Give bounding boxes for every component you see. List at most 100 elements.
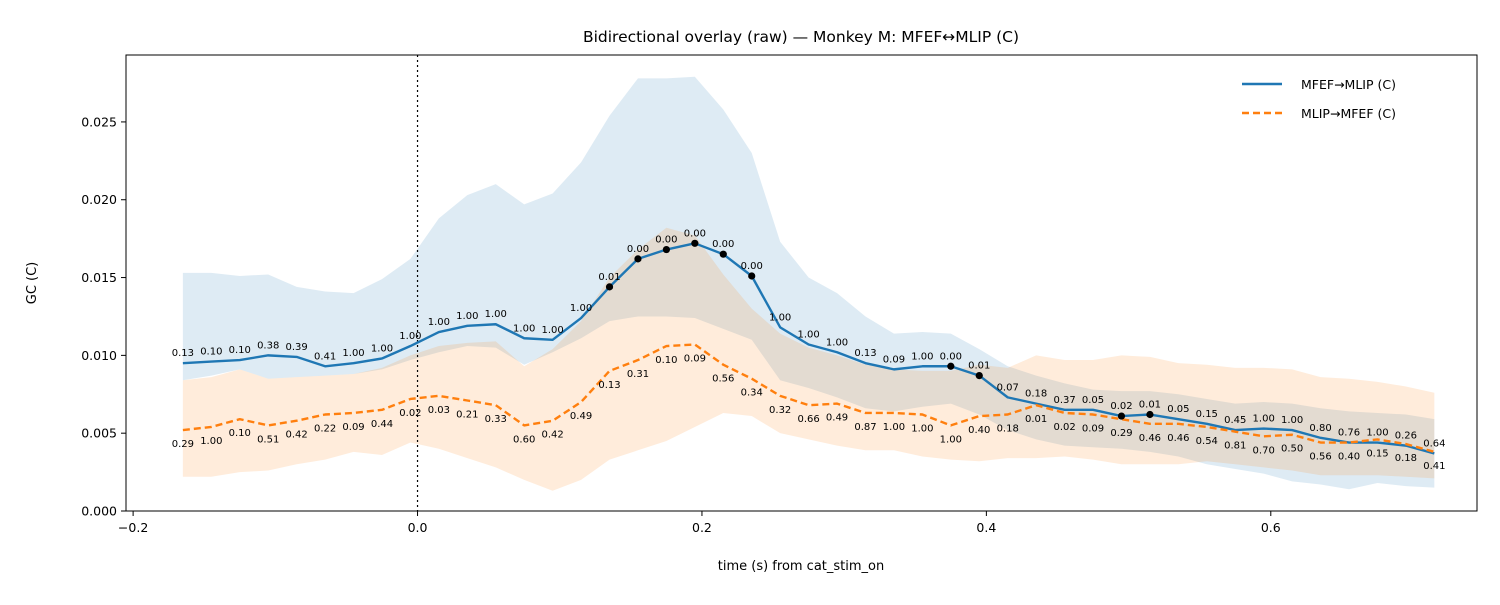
p-value-label: 0.01 bbox=[1025, 414, 1047, 425]
p-value-label: 0.41 bbox=[1423, 461, 1445, 472]
band-series-1 bbox=[182, 76, 1435, 490]
y-tick-label: 0.010 bbox=[81, 348, 117, 363]
p-value-label: 0.31 bbox=[627, 369, 649, 380]
p-value-label: 0.10 bbox=[200, 347, 222, 358]
p-value-label: 0.76 bbox=[1338, 428, 1360, 439]
p-value-label: 0.18 bbox=[1395, 453, 1417, 464]
p-value-label: 0.22 bbox=[314, 424, 336, 435]
x-axis-label: time (s) from cat_stim_on bbox=[718, 559, 885, 574]
plot-frame bbox=[125, 54, 1478, 512]
p-value-label: 1.00 bbox=[797, 329, 819, 340]
p-value-label: 0.09 bbox=[883, 354, 905, 365]
x-tick-label: 0.2 bbox=[692, 520, 712, 535]
p-value-label: 0.37 bbox=[1053, 395, 1075, 406]
x-tick-label: 0.6 bbox=[1261, 520, 1281, 535]
p-value-label: 1.00 bbox=[541, 325, 563, 336]
confidence-bands bbox=[182, 76, 1435, 491]
p-value-label: 1.00 bbox=[399, 331, 421, 342]
legend-label-series-2: MLIP→MFEF (C) bbox=[1301, 106, 1396, 121]
p-value-label: 0.70 bbox=[1253, 445, 1275, 456]
p-value-label: 1.00 bbox=[428, 317, 450, 328]
p-value-label: 0.39 bbox=[286, 342, 308, 353]
p-value-label: 0.00 bbox=[684, 228, 706, 239]
p-value-label: 0.49 bbox=[570, 411, 592, 422]
p-value-label: 0.13 bbox=[172, 348, 194, 359]
p-value-label: 0.41 bbox=[314, 351, 336, 362]
y-axis-ticks: 0.000 0.005 0.010 0.015 0.020 0.025 bbox=[81, 114, 126, 519]
p-value-label: 0.13 bbox=[854, 348, 876, 359]
p-value-labels: 0.13 0.10 0.10 0.38 0.39 0.41 1.00 1.00 1.00 1.00… bbox=[172, 228, 1446, 472]
p-value-label: 0.00 bbox=[940, 351, 962, 362]
x-tick-label: −0.2 bbox=[118, 520, 148, 535]
p-value-label: 0.02 bbox=[1053, 422, 1075, 433]
p-value-label: 0.60 bbox=[513, 434, 535, 445]
p-value-label: 0.56 bbox=[712, 374, 734, 385]
x-axis-ticks: −0.2 0.0 0.2 0.4 0.6 bbox=[118, 511, 1281, 535]
p-value-label: 1.00 bbox=[570, 303, 592, 314]
y-tick-label: 0.015 bbox=[81, 270, 117, 285]
sig-marker bbox=[719, 250, 727, 258]
p-value-label: 1.00 bbox=[456, 311, 478, 322]
sig-marker bbox=[1146, 410, 1154, 419]
p-value-label: 1.00 bbox=[1253, 414, 1275, 425]
p-value-label: 0.02 bbox=[399, 408, 421, 419]
significance-markers bbox=[605, 239, 1154, 420]
p-value-label: 0.09 bbox=[1082, 424, 1104, 435]
p-value-label: 1.00 bbox=[1281, 415, 1303, 426]
p-value-label: 0.40 bbox=[968, 425, 990, 436]
p-value-label: 0.46 bbox=[1139, 433, 1161, 444]
chart-title: Bidirectional overlay (raw) — Monkey M: … bbox=[583, 28, 1019, 46]
p-value-label: 1.00 bbox=[513, 323, 535, 334]
p-value-label: 0.51 bbox=[257, 434, 279, 445]
p-value-label: 0.45 bbox=[1224, 415, 1246, 426]
sig-marker bbox=[605, 283, 614, 291]
p-value-label: 1.00 bbox=[911, 351, 933, 362]
p-value-label: 0.64 bbox=[1423, 438, 1445, 449]
p-value-label: 0.15 bbox=[1366, 448, 1388, 459]
p-value-label: 1.00 bbox=[1366, 428, 1388, 439]
y-tick-label: 0.005 bbox=[81, 426, 117, 441]
p-value-label: 0.00 bbox=[712, 239, 734, 250]
p-value-label: 1.00 bbox=[911, 424, 933, 435]
p-value-label: 1.00 bbox=[200, 436, 222, 447]
p-value-label: 0.81 bbox=[1224, 441, 1246, 452]
line-series-2 bbox=[182, 343, 1435, 454]
p-value-label: 0.18 bbox=[1025, 389, 1047, 400]
p-value-label: 0.26 bbox=[1395, 431, 1417, 442]
p-value-label: 0.29 bbox=[1110, 428, 1132, 439]
p-value-label: 1.00 bbox=[485, 309, 507, 320]
p-value-label: 0.38 bbox=[257, 340, 279, 351]
p-value-label: 0.13 bbox=[598, 380, 620, 391]
p-value-label: 0.87 bbox=[854, 422, 876, 433]
sig-marker bbox=[691, 239, 699, 247]
p-value-label: 0.09 bbox=[342, 422, 364, 433]
sig-marker bbox=[1117, 412, 1126, 420]
p-value-label: 0.10 bbox=[229, 345, 251, 356]
y-tick-label: 0.025 bbox=[81, 114, 117, 129]
p-value-label: 1.00 bbox=[883, 422, 905, 433]
x-tick-label: 0.0 bbox=[408, 520, 428, 535]
p-value-label: 0.18 bbox=[997, 424, 1019, 435]
p-value-label: 0.44 bbox=[371, 419, 393, 430]
y-tick-label: 0.000 bbox=[81, 504, 117, 519]
p-value-label: 0.80 bbox=[1309, 423, 1331, 434]
p-value-label: 0.00 bbox=[741, 261, 763, 272]
p-value-label: 0.00 bbox=[655, 235, 677, 246]
p-value-label: 0.56 bbox=[1309, 452, 1331, 463]
p-value-label: 1.00 bbox=[826, 337, 848, 348]
p-value-label: 0.42 bbox=[286, 430, 308, 441]
p-value-label: 0.46 bbox=[1167, 433, 1189, 444]
p-value-label: 0.01 bbox=[1139, 400, 1161, 411]
sig-marker bbox=[634, 255, 642, 263]
sig-marker bbox=[748, 272, 756, 280]
p-value-label: 0.54 bbox=[1196, 436, 1218, 447]
p-value-label: 0.66 bbox=[797, 414, 819, 425]
sig-marker bbox=[975, 372, 983, 380]
p-value-label: 0.49 bbox=[826, 413, 848, 424]
p-value-label: 0.40 bbox=[1338, 452, 1360, 463]
line-series-1 bbox=[182, 242, 1435, 455]
p-value-label: 0.00 bbox=[627, 244, 649, 255]
p-value-label: 0.05 bbox=[1167, 404, 1189, 415]
